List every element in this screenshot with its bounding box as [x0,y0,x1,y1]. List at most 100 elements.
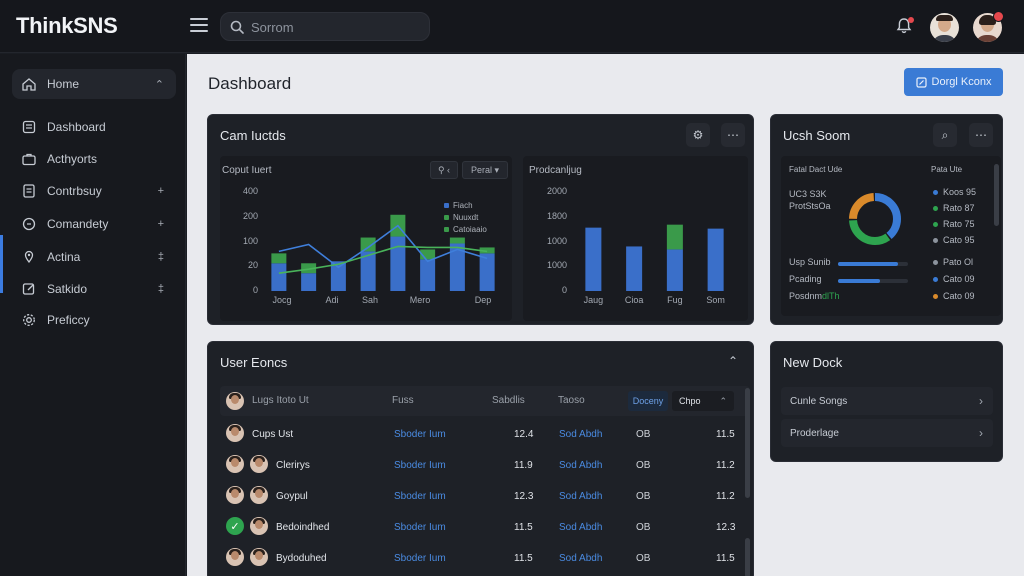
settings-icon[interactable]: ⚙ [686,123,710,147]
donut-segment[interactable] [849,193,901,245]
pin-toggle[interactable]: ⚲ ‹ [430,161,458,179]
row-link[interactable]: Sboder Ium [394,429,446,440]
search-input[interactable] [251,18,421,36]
sidebar-item-label: Preficcy [47,313,90,327]
legend-dot [933,237,938,243]
sidebar-item-comandety[interactable]: Comandety + [12,209,176,239]
col-name[interactable]: Lugs Itoto Ut [252,395,309,406]
legend-dot [933,189,938,195]
sidebar-item-acthyorts[interactable]: Acthyorts [12,144,176,174]
sidebar-item-home[interactable]: Home ⌃ [12,69,176,99]
sidebar-item-chevron-icon[interactable]: + [157,185,164,197]
col-4[interactable]: Taoso [558,395,585,406]
sidebar: Home ⌃ Dashboard Acthyorts Contrbsuy + Comande… [0,54,186,576]
row-link[interactable]: Sboder Ium [394,460,446,471]
y-tick-label: 400 [242,186,258,196]
bar-green[interactable] [420,249,436,260]
user-avatar[interactable] [930,13,959,42]
row-link[interactable]: Sboder Ium [394,553,446,564]
bar-green[interactable] [360,237,376,252]
usage-legend-label: Rato 75 [943,219,975,229]
bar-green[interactable] [301,263,317,274]
usage-scrollbar[interactable] [994,164,999,226]
y-tick-label: 1000 [546,235,567,246]
menu-icon[interactable] [190,18,208,34]
table-row[interactable]: ✓ Bedoindhed Sboder Ium 11.5 Sod Abdh OB 12.3 [220,513,740,543]
donut-chart [849,193,901,245]
row-link-2[interactable]: Sod Abdh [559,460,603,471]
filter-button-2[interactable]: Chpo ⌃ [672,391,734,411]
progress-right-label: Cato 09 [943,274,975,284]
dock-card-title: New Dock [783,355,843,370]
row-value-2: 12.3 [716,522,736,533]
sidebar-item-actina[interactable]: Actina ‡ [12,242,176,272]
bar-chart: 2000 1800 1000 1000 0 Jaug Cioa Fug Som [523,184,748,319]
primary-action-button[interactable]: Dorgl Kconx [904,68,1003,96]
bar-blue[interactable] [479,253,495,291]
filter-button-1[interactable]: Doceny [628,391,668,411]
search-box[interactable] [220,12,430,41]
search-icon[interactable]: ⌕ [933,123,957,147]
legend-dot [933,205,938,211]
usage-legend-label: Rato 87 [943,203,975,213]
sidebar-item-label: Acthyorts [47,152,98,166]
profile-avatar[interactable] [973,11,1004,42]
table-scrollbar[interactable] [745,388,750,498]
bar-blue[interactable] [360,251,376,291]
collapse-icon[interactable]: ⌃ [728,354,739,368]
progress-right-item: Cato 09 [933,291,975,301]
sidebar-item-satkido[interactable]: Satkido ‡ [12,274,176,304]
sidebar-item-preficcy[interactable]: Preficcy [12,305,176,335]
col-2[interactable]: Fuss [392,395,414,406]
sidebar-item-chevron-icon[interactable]: ‡ [157,251,164,263]
row-link-2[interactable]: Sod Abdh [559,491,603,502]
sidebar-item-chevron-icon[interactable]: ‡ [157,283,164,295]
dock-row[interactable]: Cunle Songs › [781,387,993,415]
app-logo[interactable]: ThinkSNS [16,13,118,38]
bar-green[interactable] [449,237,465,244]
sidebar-item-chevron-icon[interactable]: ⌃ [154,78,164,91]
more-icon[interactable]: ⋯ [969,123,993,147]
table-row[interactable]: Goypul Sboder Ium 12.3 Sod Abdh OB 11.2 [220,482,740,512]
table-row[interactable]: Clerirys Sboder Ium 11.9 Sod Abdh OB 11.2 [220,451,740,481]
bar-green[interactable] [271,253,287,264]
home-icon [20,75,38,93]
sidebar-item-contrbsuy[interactable]: Contrbsuy + [12,176,176,206]
legend-item: Catoiaaio [444,225,487,234]
bar-blue[interactable] [301,273,317,291]
table-scrollbar-lower[interactable] [745,538,750,576]
table-row[interactable]: Bydoduhed Sboder Ium 11.5 Sod Abdh OB 11.5 [220,544,740,574]
sidebar-item-dashboard[interactable]: Dashboard [12,112,176,142]
y-tick-label: 100 [242,235,258,246]
bar-blue[interactable] [420,259,436,291]
sidebar-item-chevron-icon[interactable]: + [157,218,164,230]
col-3[interactable]: Sabdlis [492,395,525,406]
table-row[interactable]: Cups Ust Sboder Ium 12.4 Sod Abdh OB 11.5 [220,420,740,450]
sidebar-item-label: Comandety [47,217,109,231]
bar-blue[interactable] [666,249,683,291]
row-link[interactable]: Sboder Ium [394,491,446,502]
bar-blue[interactable] [271,263,287,291]
bar-blue[interactable] [626,246,643,291]
period-select[interactable]: Peral ▾ [462,161,508,179]
bar-blue[interactable] [449,243,465,291]
legend-label: Nuuxdt [453,213,479,222]
usage-card-title: Ucsh Soom [783,128,851,143]
row-tag: OB [636,553,651,564]
dock-row-label: Proderlage [790,427,839,439]
top-bar: ThinkSNS [0,0,1024,53]
bar-green[interactable] [666,224,683,250]
row-link-2[interactable]: Sod Abdh [559,553,603,564]
bar-blue[interactable] [585,227,602,291]
row-link-2[interactable]: Sod Abdh [559,522,603,533]
row-link-2[interactable]: Sod Abdh [559,429,603,440]
dock-row[interactable]: Proderlage › [781,419,993,447]
more-icon[interactable]: ⋯ [721,123,745,147]
bar-blue[interactable] [707,228,724,291]
bar-green[interactable] [479,247,495,254]
notification-bell-icon[interactable] [895,17,915,37]
row-link[interactable]: Sboder Ium [394,522,446,533]
bar-blue[interactable] [390,236,406,291]
donut-segment[interactable] [849,193,901,245]
bar-blue[interactable] [330,261,346,291]
